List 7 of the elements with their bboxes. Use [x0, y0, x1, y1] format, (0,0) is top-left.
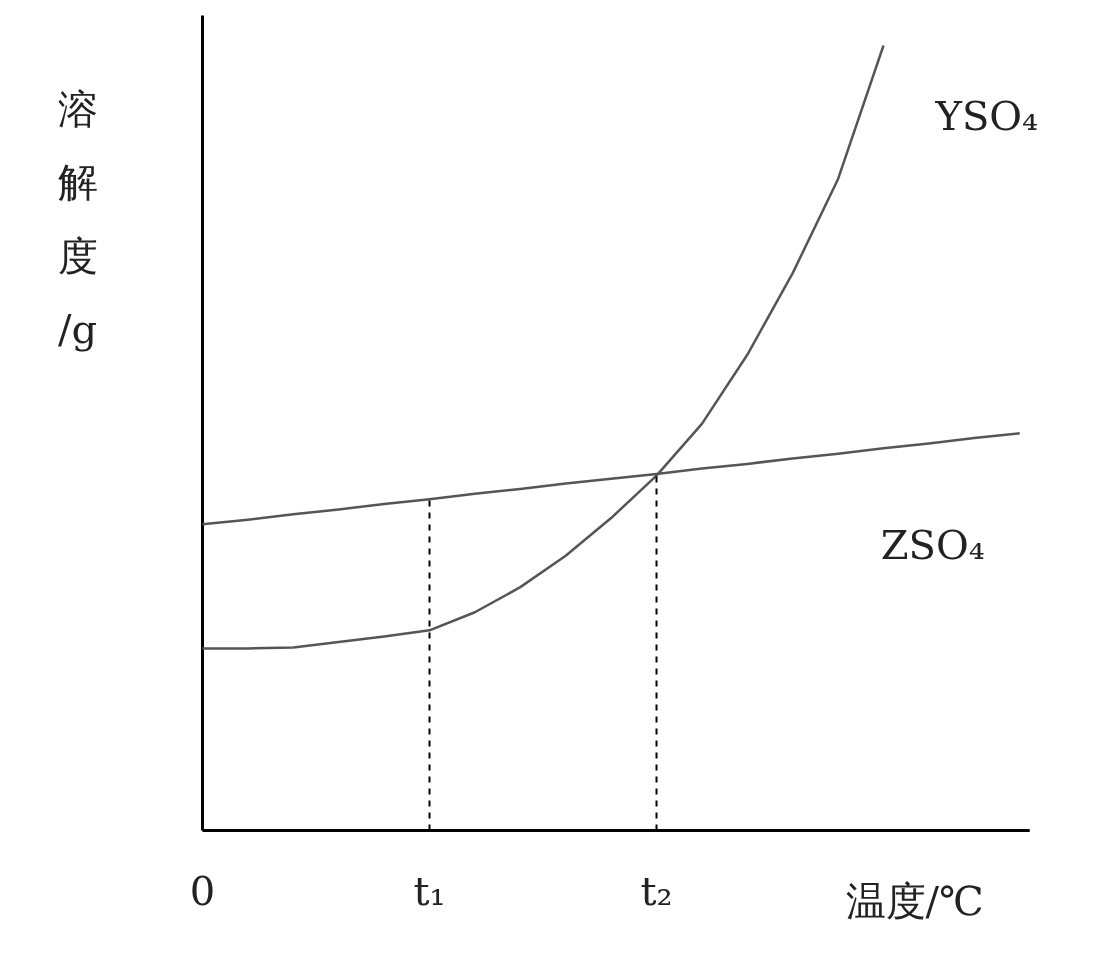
- x-tick-label: t₂: [640, 867, 673, 914]
- x-tick-label: 0: [189, 868, 216, 914]
- x-axis-title: 温度/℃: [845, 877, 984, 924]
- series-label: ZSO₄: [880, 522, 985, 569]
- y-axis-title: 溶解度/g: [57, 85, 98, 353]
- x-tick-label: t₁: [413, 867, 446, 914]
- series-label: YSO₄: [934, 92, 1039, 139]
